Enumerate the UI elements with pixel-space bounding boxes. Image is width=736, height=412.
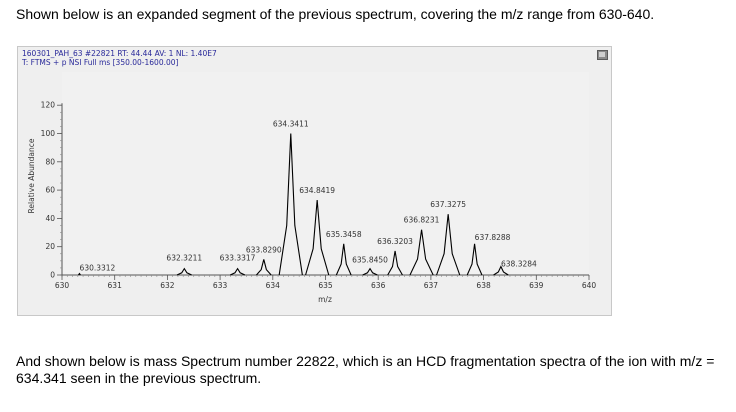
x-tick-label: 633 xyxy=(213,281,228,290)
peak-label: 637.8288 xyxy=(475,233,511,242)
x-tick-label: 639 xyxy=(529,281,544,290)
peak-637.8288 xyxy=(466,243,483,276)
peak-label: 634.3411 xyxy=(273,120,309,129)
peak-635.3458 xyxy=(335,243,352,276)
peak-634.3411 xyxy=(278,133,303,276)
peak-label: 635.8450 xyxy=(352,256,388,265)
y-tick-label: 20 xyxy=(45,242,55,251)
peak-label: 636.8231 xyxy=(404,216,440,225)
peak-630.3312 xyxy=(78,272,81,276)
x-tick-label: 638 xyxy=(476,281,491,290)
x-tick-label: 634 xyxy=(266,281,281,290)
peak-634.8419 xyxy=(305,199,330,276)
peak-633.8290 xyxy=(255,259,272,276)
x-axis-label: m/z xyxy=(318,295,332,304)
peak-638.3284 xyxy=(493,265,509,276)
y-tick-label: 100 xyxy=(41,129,56,138)
x-tick-label: 637 xyxy=(424,281,439,290)
peak-label: 638.3284 xyxy=(501,260,537,269)
peak-637.3275 xyxy=(436,214,461,276)
x-tick-label: 630 xyxy=(55,281,70,290)
x-tick-label: 635 xyxy=(318,281,333,290)
peak-636.3203 xyxy=(387,250,403,276)
plot-area xyxy=(62,72,589,275)
y-tick-label: 0 xyxy=(50,271,55,280)
x-tick-label: 640 xyxy=(582,281,597,290)
spectrum-header-line2: T: FTMS + p NSI Full ms [350.00-1600.00] xyxy=(22,58,179,67)
y-tick-label: 60 xyxy=(45,186,55,195)
peak-636.8231 xyxy=(409,229,434,276)
spectrum-header: 160301_PAH_63 #22821 RT: 44.44 AV: 1 NL:… xyxy=(22,49,217,67)
peak-label: 633.8290 xyxy=(246,245,282,254)
y-tick-label: 120 xyxy=(41,101,56,110)
x-tick-label: 632 xyxy=(160,281,175,290)
x-tick-label: 636 xyxy=(371,281,386,290)
peak-label: 630.3312 xyxy=(80,264,116,273)
outro-text: And shown below is mass Spectrum number … xyxy=(16,353,715,386)
peak-635.8450 xyxy=(362,267,378,276)
spectrum-header-line1: 160301_PAH_63 #22821 RT: 44.44 AV: 1 NL:… xyxy=(22,49,217,58)
y-tick-label: 80 xyxy=(45,157,55,166)
corner-icon[interactable] xyxy=(597,50,608,60)
y-tick-label: 40 xyxy=(45,214,55,223)
peak-632.3211 xyxy=(176,267,192,276)
peak-label: 636.3203 xyxy=(377,237,413,246)
y-axis-label: Relative Abundance xyxy=(27,138,36,213)
peak-label: 634.8419 xyxy=(299,186,335,195)
intro-text: Shown below is an expanded segment of th… xyxy=(16,6,655,22)
peak-label: 637.3275 xyxy=(430,200,466,209)
x-tick-label: 631 xyxy=(108,281,123,290)
peak-label: 633.3317 xyxy=(220,254,256,263)
peak-633.3317 xyxy=(229,267,246,276)
peak-label: 635.3458 xyxy=(326,230,362,239)
peak-label: 632.3211 xyxy=(166,254,202,263)
